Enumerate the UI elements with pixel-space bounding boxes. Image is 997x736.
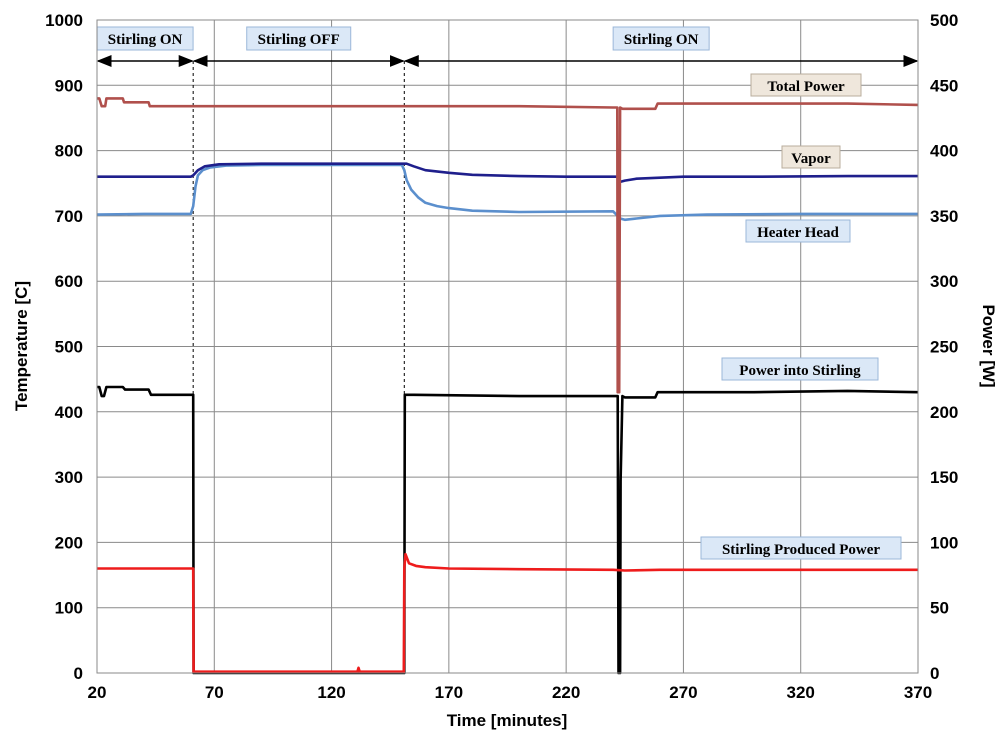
right-tick-label: 500 [930, 11, 958, 30]
grid-lines [96, 19, 919, 674]
left-tick-label: 900 [55, 76, 83, 95]
x-tick-label: 320 [787, 683, 815, 702]
phase-label: Stirling ON [624, 32, 699, 48]
x-tick-label: 370 [904, 683, 932, 702]
series-annotations: Total Power Vapor Heater Head Power into St… [700, 73, 902, 560]
x-tick-label: 170 [435, 683, 463, 702]
right-tick-label: 150 [930, 468, 958, 487]
series-annotation-box [750, 73, 862, 97]
left-tick-label: 500 [55, 338, 83, 357]
series-annotation-label: Vapor [791, 151, 831, 167]
right-tick-label: 300 [930, 272, 958, 291]
series-line-heater-head [96, 163, 918, 222]
x-tick-label: 120 [317, 683, 345, 702]
x-tick-label: 70 [205, 683, 224, 702]
series-line-stirling-produced-power [97, 552, 918, 674]
right-axis-ticks: 0 50 100 150 200 250 300 350 400 450 500 [930, 11, 958, 683]
phase-label: Stirling OFF [258, 32, 340, 48]
x-axis-ticks: 20 70 120 170 220 270 320 370 [88, 683, 933, 702]
phase-label: Stirling ON [108, 32, 183, 48]
series-line-power-into-stirling [97, 385, 919, 675]
x-tick-label: 270 [669, 683, 697, 702]
series-annotation-label: Heater Head [757, 225, 839, 241]
x-tick-label: 220 [552, 683, 580, 702]
series-line-total-power [97, 97, 919, 394]
left-tick-label: 1000 [45, 11, 83, 30]
x-axis-title: Time [minutes] [447, 711, 568, 730]
left-tick-label: 400 [55, 403, 83, 422]
plot-frame [96, 19, 919, 674]
series-annotation-label: Total Power [767, 79, 845, 95]
series-annotation-box [721, 357, 879, 381]
left-tick-label: 300 [55, 468, 83, 487]
left-tick-label: 200 [55, 533, 83, 552]
left-tick-label: 700 [55, 207, 83, 226]
x-tick-label: 20 [88, 683, 107, 702]
series-annotation-box [781, 145, 841, 169]
series-annotation-label: Stirling Produced Power [722, 542, 880, 558]
right-tick-label: 100 [930, 533, 958, 552]
right-tick-label: 0 [930, 664, 939, 683]
data-series [96, 97, 919, 675]
phase-markers: Stirling ON Stirling OFF Stirling ON [96, 26, 919, 673]
left-tick-label: 100 [55, 599, 83, 618]
left-tick-label: 800 [55, 142, 83, 161]
phase-label-box [612, 26, 710, 51]
right-tick-label: 200 [930, 403, 958, 422]
right-tick-label: 50 [930, 599, 949, 618]
left-tick-label: 0 [74, 664, 83, 683]
left-tick-label: 600 [55, 272, 83, 291]
series-annotation-box [700, 536, 902, 560]
left-axis-title: Temperature [C] [12, 281, 31, 411]
right-axis-title: Power [W] [979, 304, 997, 387]
right-tick-label: 350 [930, 207, 958, 226]
series-line-vapor [97, 162, 918, 184]
phase-label-box [246, 26, 352, 51]
right-tick-label: 250 [930, 338, 958, 357]
series-annotation-box [745, 219, 851, 243]
right-tick-label: 450 [930, 76, 958, 95]
right-tick-label: 400 [930, 142, 958, 161]
left-axis-ticks: 0 100 200 300 400 500 600 700 800 900 1000 [45, 11, 83, 683]
series-annotation-label: Power into Stirling [739, 363, 861, 379]
